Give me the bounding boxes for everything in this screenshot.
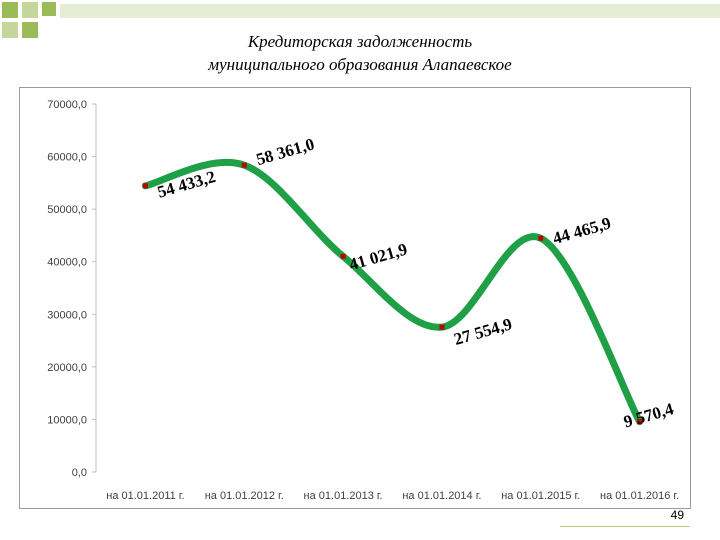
deco-bar — [60, 4, 720, 18]
deco-square — [2, 2, 18, 18]
page-underline — [560, 526, 690, 527]
y-tick-label: 50000,0 — [47, 204, 87, 216]
data-point — [439, 324, 445, 330]
x-tick-label: на 01.01.2014 г. — [402, 490, 481, 502]
x-tick-label: на 01.01.2011 г. — [106, 490, 184, 502]
data-points — [142, 162, 643, 425]
y-tick-label: 0,0 — [72, 467, 87, 479]
y-tick-label: 20000,0 — [47, 362, 87, 374]
deco-square — [2, 22, 18, 38]
deco-square — [42, 2, 56, 16]
x-tick-label: на 01.01.2012 г. — [205, 490, 284, 502]
data-point — [241, 162, 247, 168]
data-point — [538, 235, 544, 241]
data-labels: 54 433,258 361,041 021,927 554,944 465,9… — [155, 134, 676, 431]
decorative-squares — [2, 2, 720, 38]
series-line — [141, 158, 644, 426]
y-tick-label: 60000,0 — [47, 152, 87, 164]
line-chart: 0,0 10000,0 20000,0 30000,0 40000,0 50000,0 60… — [47, 99, 679, 502]
title-line-2: муниципального образования Алапаевское — [208, 55, 512, 74]
page-number: 49 — [670, 508, 684, 522]
y-tick-label: 10000,0 — [47, 414, 87, 426]
title-line-1: Кредиторская задолженность — [247, 32, 473, 51]
chart-area — [19, 87, 691, 509]
data-point — [340, 253, 346, 259]
data-label: 44 465,9 — [551, 213, 613, 248]
deco-square — [22, 22, 38, 38]
data-label: 58 361,0 — [254, 134, 316, 169]
page-title: Кредиторская задолженность муниципальног… — [90, 30, 630, 76]
y-tick-label: 30000,0 — [47, 309, 87, 321]
data-point — [142, 183, 148, 189]
y-tick-label: 40000,0 — [47, 257, 87, 269]
deco-square — [22, 2, 38, 18]
y-tick-label: 70000,0 — [47, 99, 87, 111]
x-tick-label: на 01.01.2016 г. — [600, 490, 679, 502]
y-axis: 0,0 10000,0 20000,0 30000,0 40000,0 50000,0 60… — [47, 99, 97, 479]
data-point — [637, 419, 643, 425]
x-axis: на 01.01.2011 г. на 01.01.2012 г. на 01.01… — [106, 490, 679, 502]
x-tick-label: на 01.01.2013 г. — [304, 490, 383, 502]
data-label: 41 021,9 — [347, 240, 409, 275]
x-tick-label: на 01.01.2015 г. — [501, 490, 580, 502]
